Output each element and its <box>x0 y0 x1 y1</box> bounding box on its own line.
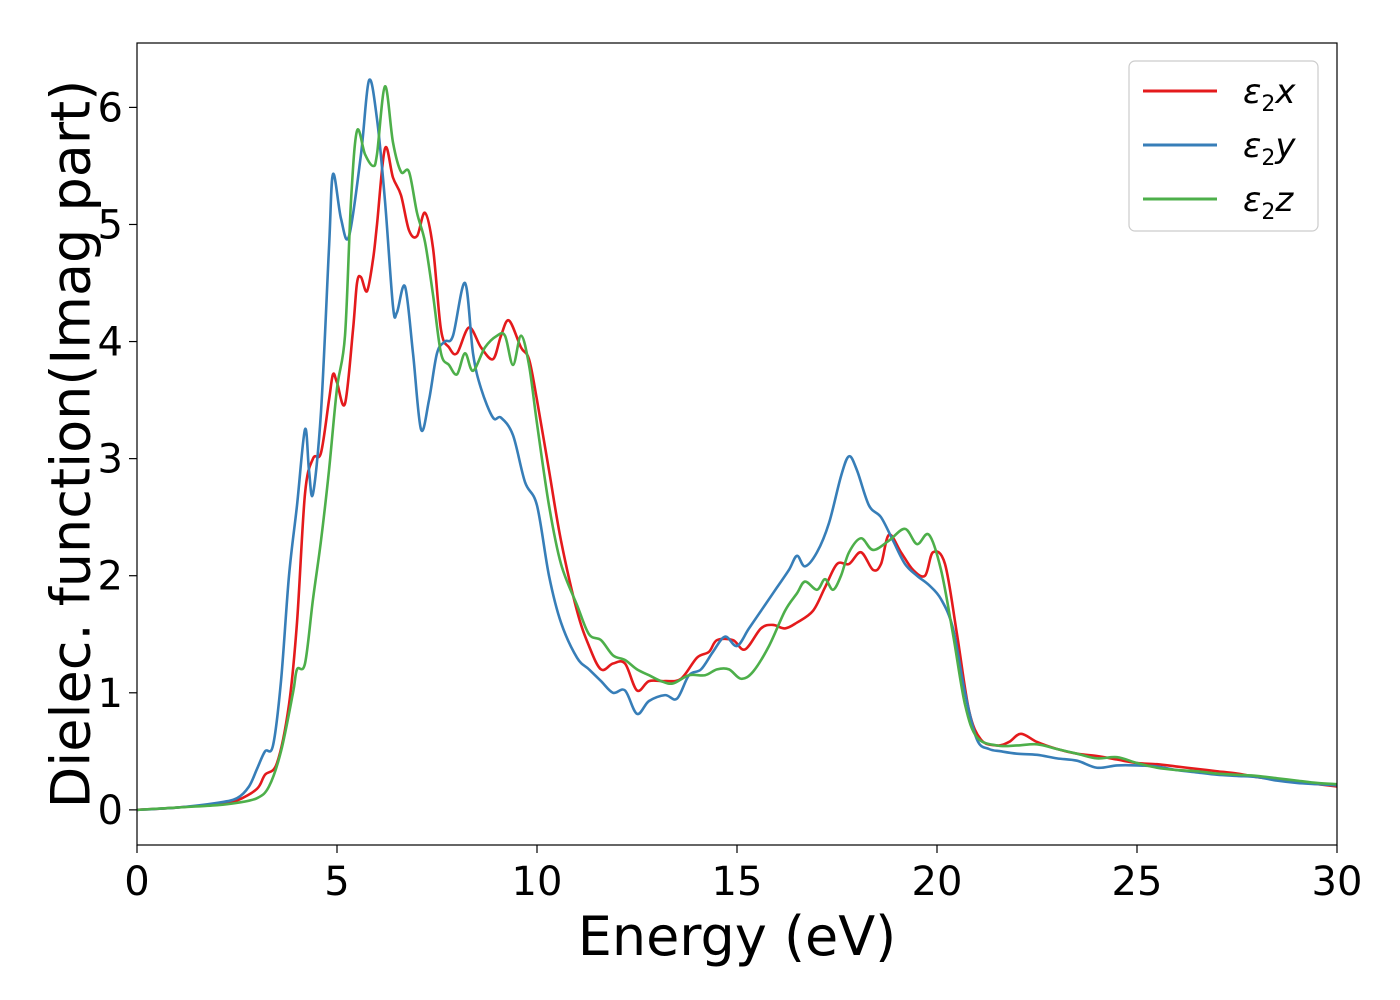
ticks-layer: 0 5 10 15 20 25 30 0 1 2 3 4 5 6 <box>98 85 1363 905</box>
y-tick-label: 0 <box>98 788 123 834</box>
legend: ε2x ε2y ε2z <box>1128 60 1319 232</box>
series-layer <box>137 78 1337 812</box>
y-tick-label: 1 <box>98 671 123 717</box>
x-axis-label: Energy (eV) <box>578 905 897 968</box>
x-tick-label: 15 <box>712 859 763 905</box>
x-tick-label: 0 <box>124 859 149 905</box>
y-tick-label: 2 <box>98 554 123 600</box>
y-tick-label: 4 <box>98 320 123 366</box>
x-tick-label: 30 <box>1312 859 1363 905</box>
y-axis-label: Dielec. function(Imag part) <box>40 80 103 809</box>
x-tick-label: 5 <box>324 859 349 905</box>
legend-item-y: ε2y <box>1143 126 1296 171</box>
series-line-z <box>137 85 1337 812</box>
x-tick-label: 20 <box>912 859 963 905</box>
series-line-y <box>137 78 1337 812</box>
x-tick-label: 10 <box>512 859 563 905</box>
y-tick-label: 5 <box>98 202 123 248</box>
y-tick-label: 6 <box>98 85 123 131</box>
legend-item-z: ε2z <box>1143 180 1294 225</box>
series-line-x <box>137 145 1337 812</box>
legend-label: ε2x <box>1243 72 1296 117</box>
y-tick-label: 3 <box>98 437 123 483</box>
legend-box <box>1128 60 1319 232</box>
legend-label: ε2y <box>1243 126 1296 171</box>
legend-label: ε2z <box>1243 180 1294 225</box>
legend-item-x: ε2x <box>1143 72 1296 117</box>
x-tick-label: 25 <box>1112 859 1163 905</box>
